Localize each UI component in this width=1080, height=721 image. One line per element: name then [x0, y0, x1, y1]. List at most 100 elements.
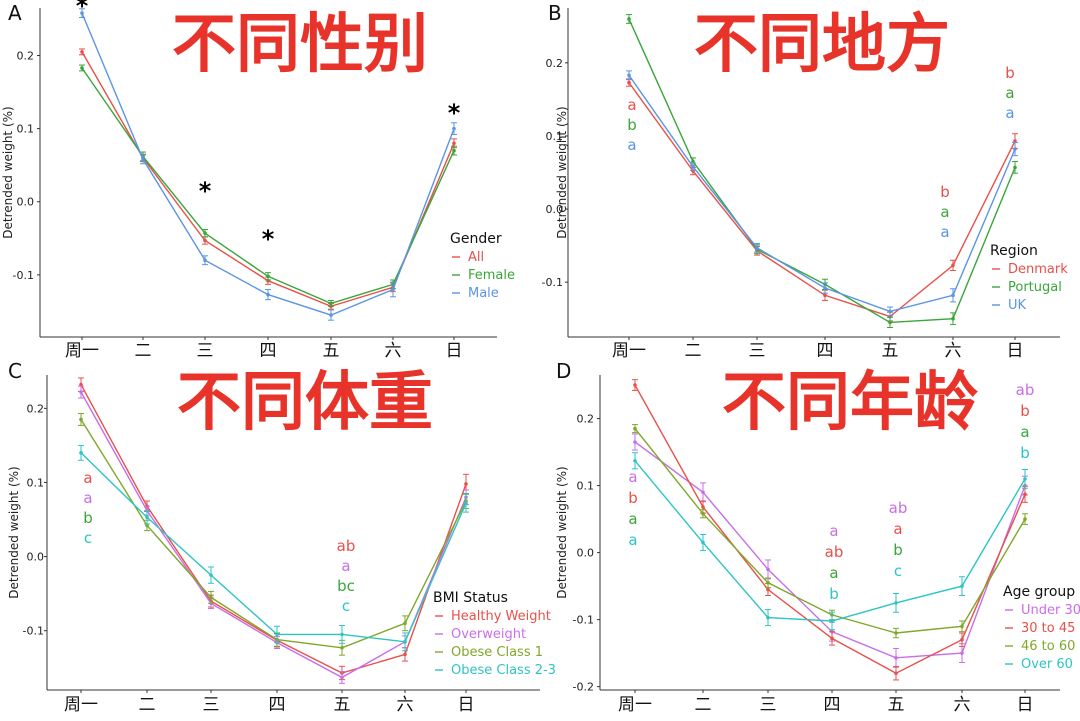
x-tick-label: 四 [260, 341, 277, 361]
data-point [701, 511, 705, 516]
legend-label: 46 to 60 [1021, 639, 1075, 654]
x-tick-label: 三 [197, 341, 214, 361]
series-line [81, 67, 455, 305]
legend-label: Healthy Weight [451, 609, 551, 624]
panel-a: 0.2 0.1 0.0 -0.1 Detrended weight (%) 周一 二 三 四 五 六… [1, 0, 515, 361]
annotation-label: b [829, 585, 839, 603]
x-tick-label: 日 [458, 695, 475, 715]
data-point [633, 440, 637, 444]
data-point [960, 584, 964, 588]
annotation-label: a [1020, 423, 1029, 441]
annotation-label: b [940, 183, 950, 201]
y-tick-label: -0.1 [13, 269, 34, 282]
x-tick-label: 日 [1017, 695, 1034, 715]
data-point [633, 426, 637, 431]
annotation-label: a [628, 531, 637, 549]
data-point [888, 309, 892, 314]
data-point [1013, 147, 1017, 151]
annotation-label: a [83, 489, 92, 507]
data-point [1013, 165, 1017, 170]
annotation-label: a [893, 520, 902, 538]
data-point [145, 515, 149, 520]
annotation-label: a [341, 557, 350, 575]
series-line [80, 419, 467, 649]
annotation-label: * [76, 0, 89, 20]
y-tick-label: -0.1 [23, 625, 44, 638]
data-point [960, 651, 964, 655]
legend-label: Obese Class 1 [451, 645, 543, 660]
panel-c: 0.2 0.1 0.0 -0.1 Detrended weight (%) 周一 二 三 四 五 六… [7, 359, 556, 715]
panel-letter: D [556, 359, 571, 383]
annotation-label: b [83, 509, 93, 527]
data-point [894, 656, 898, 660]
banner-title: 不同性别 [172, 8, 428, 82]
data-point [1023, 492, 1027, 497]
annotation-label: a [1005, 104, 1014, 122]
data-point [275, 632, 279, 637]
data-point [823, 286, 827, 290]
data-point [627, 17, 631, 21]
x-tick-label: 六 [945, 341, 962, 361]
data-point [266, 274, 270, 279]
annotation-label: b [1020, 402, 1030, 420]
y-tick-label: 0.2 [577, 413, 595, 426]
data-point [766, 580, 770, 585]
y-axis-label: Detrended weight (%) [1, 106, 15, 238]
data-point [452, 126, 456, 131]
data-point [766, 587, 770, 592]
data-point [203, 258, 207, 263]
data-point [960, 624, 964, 629]
annotation-label: a [940, 223, 949, 241]
legend-label: Over 60 [1021, 657, 1073, 672]
y-tick-label: 0.0 [577, 547, 595, 560]
annotation-label: a [627, 96, 636, 114]
data-point [951, 293, 955, 298]
annotation-label: bc [337, 577, 355, 595]
data-point [403, 652, 407, 657]
x-tick-label: 四 [269, 695, 286, 715]
y-tick-label: 0.1 [27, 476, 45, 489]
data-point [452, 141, 456, 146]
x-tick-label: 周一 [64, 695, 98, 715]
annotation-label: ab [825, 543, 844, 561]
annotation-label: ab [889, 499, 908, 517]
x-tick-label: 五 [323, 341, 340, 361]
x-tick-label: 六 [397, 695, 414, 715]
y-axis-label: Detrended weight (%) [7, 466, 21, 598]
data-point [951, 263, 955, 268]
panel-letter: C [8, 359, 22, 383]
data-point [403, 640, 407, 644]
annotation-label: a [83, 469, 92, 487]
x-tick-label: 三 [760, 695, 777, 715]
y-tick-label: -0.1 [573, 614, 594, 627]
x-tick-label: 二 [695, 695, 712, 715]
x-tick-label: 六 [385, 341, 402, 361]
data-point [894, 671, 898, 676]
y-tick-label: 0.0 [546, 203, 564, 216]
annotation-label: c [84, 529, 92, 547]
series-line [628, 82, 1016, 318]
data-point [340, 632, 344, 637]
x-tick-label: 日 [1007, 341, 1024, 361]
x-tick-label: 周一 [65, 341, 99, 361]
y-tick-label: 0.2 [546, 57, 564, 70]
data-point [209, 595, 213, 600]
data-point [894, 601, 898, 605]
y-tick-label: -0.1 [542, 276, 563, 289]
data-point [340, 645, 344, 650]
legend-label: Male [468, 286, 499, 301]
data-point [209, 573, 213, 577]
y-tick-label: 0.1 [546, 130, 564, 143]
data-point [203, 231, 207, 235]
data-point [266, 292, 270, 297]
data-point [329, 313, 333, 317]
x-tick-label: 周一 [618, 695, 652, 715]
data-point [80, 11, 84, 15]
annotation-label: b [1005, 64, 1015, 82]
data-point [691, 159, 695, 164]
y-axis-label: Detrended weight (%) [555, 466, 569, 598]
data-point [830, 619, 834, 623]
data-point [1013, 139, 1017, 143]
legend-label: Female [468, 268, 515, 283]
legend-title: Age group [1003, 584, 1075, 600]
